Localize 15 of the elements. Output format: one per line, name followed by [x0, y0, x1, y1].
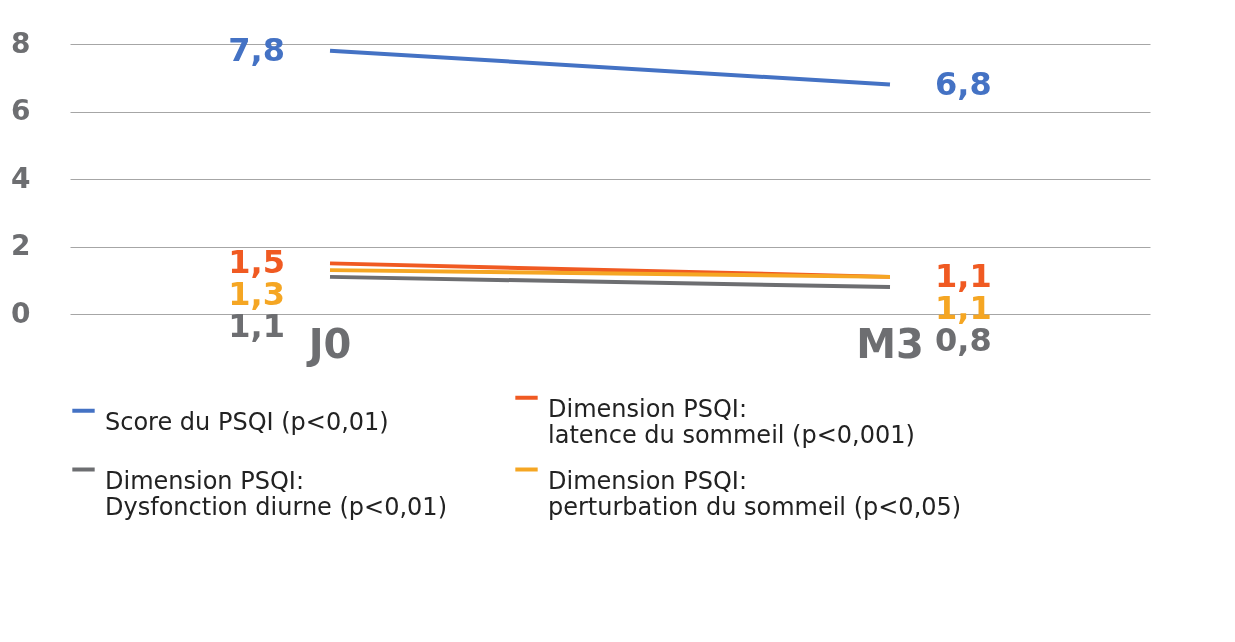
y-tick-label: 0 — [11, 296, 31, 330]
x-tick-label: J0 — [305, 321, 352, 367]
y-tick-label: 2 — [11, 229, 31, 262]
data-label: 7,8 — [228, 30, 285, 69]
data-label: 1,1 — [935, 256, 992, 295]
data-label: 6,8 — [935, 64, 992, 103]
legend-label: Dimension PSQI: perturbation du sommeil (p<0,05) — [548, 466, 962, 521]
x-tick-label: M3 — [856, 321, 924, 367]
y-tick-label: 4 — [11, 161, 31, 195]
legend-label: Dimension PSQI: latence du sommeil (p<0,001) — [548, 394, 915, 449]
y-tick-label: 6 — [11, 94, 31, 127]
legend-label: Score du PSQI (p<0,01) — [105, 407, 389, 436]
y-tick-label: 8 — [11, 26, 31, 60]
data-label: 1,5 — [228, 243, 285, 282]
legend-label: Dimension PSQI: Dysfonction diurne (p<0,01) — [105, 466, 447, 521]
